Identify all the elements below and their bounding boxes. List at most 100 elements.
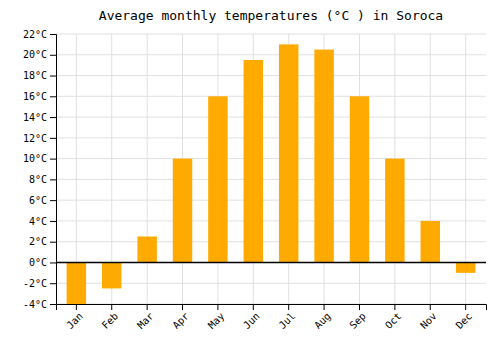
tick: Aug [312, 304, 333, 331]
grid-line [147, 34, 148, 304]
title: Average monthly temperatures (°C ) in So… [99, 8, 443, 23]
tick: Apr [170, 304, 191, 331]
bar [350, 96, 369, 262]
grid-line [56, 75, 486, 76]
y-axis: -4°C -2°C 0°C 2°C 4°C 6°C 8°C 10°C 12°C 14°C 16°C 1… [23, 29, 57, 310]
tick: 22°C [23, 29, 56, 40]
tick-label: Aug [312, 310, 333, 331]
tick-mark [288, 304, 289, 310]
tick-label: Dec [454, 310, 475, 331]
tick-mark [182, 304, 183, 310]
tick-label: 22°C [23, 29, 47, 40]
tick-mark [50, 117, 56, 118]
tick-mark [253, 304, 254, 310]
tick-mark [50, 283, 56, 284]
bar [102, 262, 121, 288]
tick: 4°C [29, 216, 56, 227]
bar [279, 44, 298, 262]
tick-mark [50, 221, 56, 222]
tick: Jan [64, 304, 85, 331]
tick: May [206, 304, 227, 331]
tick-mark [50, 34, 56, 35]
grid-line [56, 34, 486, 35]
bar [456, 262, 475, 272]
tick-mark [50, 179, 56, 180]
zero-line [56, 262, 486, 264]
tick: 16°C [23, 91, 56, 102]
bar [137, 237, 156, 263]
tick-label: 12°C [23, 133, 47, 144]
tick-mark [50, 96, 56, 97]
tick: Jul [277, 304, 298, 331]
tick: 10°C [23, 153, 56, 164]
tick-label: 20°C [23, 49, 47, 60]
tick-mark [111, 304, 112, 310]
tick-label: May [206, 310, 227, 331]
tick-mark [394, 304, 395, 310]
x-axis: JanFebMarAprMayJunJulAugSepOctNovDec [57, 304, 487, 331]
tick-label: 16°C [23, 91, 47, 102]
tick-mark [359, 304, 360, 310]
tick-mark [50, 242, 56, 243]
tick: 8°C [29, 174, 56, 185]
tick-mark [430, 304, 431, 310]
grid-line [56, 200, 486, 201]
tick-label: 6°C [29, 195, 47, 206]
grid-line [430, 34, 431, 304]
axis-line [57, 305, 487, 311]
bar [173, 159, 192, 263]
tick: 20°C [23, 49, 56, 60]
grid-line [56, 158, 486, 159]
tick-mark [50, 304, 56, 305]
tick-label: Jul [277, 310, 298, 331]
tick-label: Oct [383, 310, 404, 331]
tick-label: Mar [135, 310, 156, 331]
tick: 6°C [29, 195, 56, 206]
tick: Oct [383, 304, 404, 331]
tick-mark [50, 138, 56, 139]
tick-label: 2°C [29, 236, 47, 247]
grid-line [56, 179, 486, 180]
tick-mark [465, 304, 466, 310]
chart: -4°C -2°C 0°C 2°C 4°C 6°C 8°C 10°C 12°C 14°C 16°C 1… [0, 0, 500, 350]
tick-label: 18°C [23, 70, 47, 81]
tick-mark [147, 304, 148, 310]
tick-mark [50, 262, 56, 263]
bars [56, 44, 486, 304]
tick-label: -4°C [23, 299, 47, 310]
tick-mark [50, 200, 56, 201]
tick-label: Sep [347, 310, 368, 331]
tick-label: 8°C [29, 174, 47, 185]
tick-label: Jan [64, 310, 85, 331]
tick-label: 14°C [23, 112, 47, 123]
tick: 14°C [23, 112, 56, 123]
tick-label: Jun [241, 310, 262, 331]
grid [56, 34, 486, 304]
tick-mark [76, 304, 77, 310]
tick-mark [50, 55, 56, 56]
tick-mark [50, 76, 56, 77]
tick: 2°C [29, 236, 56, 247]
tick-mark [324, 304, 325, 310]
tick-label: Apr [170, 310, 191, 331]
tick-label: 4°C [29, 216, 47, 227]
bar [67, 262, 86, 304]
bar [385, 159, 404, 263]
tick: Sep [347, 304, 368, 331]
tick: -2°C [23, 278, 56, 289]
tick: 12°C [23, 133, 56, 144]
grid-line [56, 54, 486, 55]
tick-mark [217, 304, 218, 310]
tick: Dec [454, 304, 475, 331]
axis-line [50, 35, 57, 305]
tick: Mar [135, 304, 156, 331]
tick: 18°C [23, 70, 56, 81]
plot: -4°C -2°C 0°C 2°C 4°C 6°C 8°C 10°C 12°C 14°C 16°C 1… [23, 29, 487, 331]
tick: 0°C [29, 257, 56, 268]
tick-label: 10°C [23, 153, 47, 164]
bar [314, 50, 333, 263]
tick: Jun [241, 304, 262, 331]
tick-label: Feb [100, 310, 121, 331]
bar [208, 96, 227, 262]
grid-line [56, 262, 486, 263]
